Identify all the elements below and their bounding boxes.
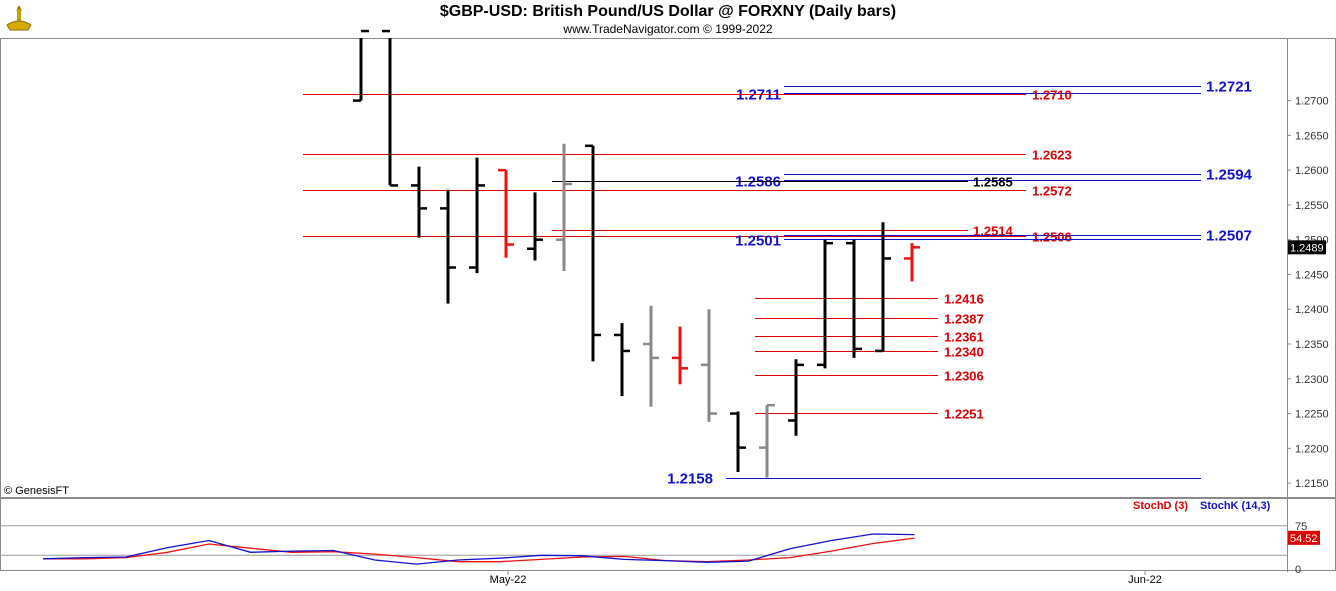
price-pane <box>0 38 1336 498</box>
level-label: 1.2251 <box>944 407 984 422</box>
chart-header: $GBP-USD: British Pound/US Dollar @ FORX… <box>0 0 1336 36</box>
y-tick-label: 1.2250 <box>1295 409 1329 421</box>
y-tick-label: 1.2650 <box>1295 130 1329 142</box>
last-price-box <box>1288 240 1326 255</box>
ohlc-bar <box>382 29 398 187</box>
level-label: 1.2158 <box>667 471 713 488</box>
ohlc-bar <box>585 144 601 362</box>
ohlc-bar <box>672 326 688 385</box>
y-tick-label: 1.2450 <box>1295 269 1329 281</box>
logo-icon <box>4 3 34 33</box>
last-price-label: 1.2489 <box>1290 242 1324 254</box>
level-label: 1.2306 <box>944 369 984 384</box>
level-label: 1.2721 <box>1206 79 1252 96</box>
ohlc-bar <box>904 243 920 282</box>
level-label: 1.2416 <box>944 292 984 307</box>
ohlc-bar <box>498 168 514 258</box>
x-tick-label: May-22 <box>490 574 527 586</box>
level-label: 1.2514 <box>973 224 1014 239</box>
stoch-tick-label: 0 <box>1295 564 1301 576</box>
ohlc-bar <box>643 305 659 407</box>
ohlc-bar <box>817 239 833 369</box>
x-tick-label: Jun-22 <box>1128 574 1162 586</box>
level-label: 1.2501 <box>735 233 781 250</box>
stoch-pane <box>0 498 1336 571</box>
ohlc-bar <box>730 411 746 472</box>
level-label: 1.2623 <box>1032 148 1072 163</box>
ohlc-bar <box>527 192 543 261</box>
ohlc-bar <box>846 239 862 358</box>
ohlc-bar <box>469 157 485 274</box>
copyright-label: © GenesisFT <box>4 485 69 497</box>
y-tick-label: 1.2300 <box>1295 374 1329 386</box>
ohlc-bar <box>788 359 804 436</box>
legend-stochk: StochK (14,3) <box>1200 500 1271 512</box>
y-tick-label: 1.2350 <box>1295 339 1329 351</box>
level-label: 1.2594 <box>1206 167 1253 184</box>
y-tick-label: 1.2600 <box>1295 165 1329 177</box>
y-tick-label: 1.2150 <box>1295 478 1329 490</box>
y-tick-label: 1.2400 <box>1295 304 1329 316</box>
y-tick-label: 1.2200 <box>1295 443 1329 455</box>
level-label: 1.2710 <box>1032 88 1072 103</box>
chart-title: $GBP-USD: British Pound/US Dollar @ FORX… <box>439 3 897 20</box>
level-label: 1.2507 <box>1206 228 1252 245</box>
level-label: 1.2387 <box>944 312 984 327</box>
ohlc-bar <box>701 309 717 422</box>
chart-subtitle: www.TradeNavigator.com © 1999-2022 <box>563 22 773 36</box>
level-label: 1.2585 <box>973 175 1013 190</box>
level-label: 1.2361 <box>944 330 984 345</box>
ohlc-bar <box>411 166 427 238</box>
legend-stochd: StochD (3) <box>1133 500 1188 512</box>
level-label: 1.2572 <box>1032 184 1072 199</box>
ohlc-bar <box>759 403 775 478</box>
level-label: 1.2340 <box>944 345 984 360</box>
y-tick-label: 1.2550 <box>1295 200 1329 212</box>
stoch-last-box <box>1288 530 1320 545</box>
ohlc-bar <box>875 222 891 353</box>
stoch-last-label: 54.52 <box>1290 533 1318 545</box>
ohlc-bar <box>353 29 369 102</box>
y-tick-label: 1.2700 <box>1295 96 1329 108</box>
stoch-line-red <box>43 537 915 563</box>
stoch-line-blue <box>42 533 915 565</box>
ohlc-bar <box>556 143 572 271</box>
ohlc-bar <box>614 323 630 397</box>
ohlc-bar <box>440 189 456 304</box>
stoch-tick-label: 75 <box>1295 521 1307 533</box>
level-label: 1.2506 <box>1032 230 1072 245</box>
